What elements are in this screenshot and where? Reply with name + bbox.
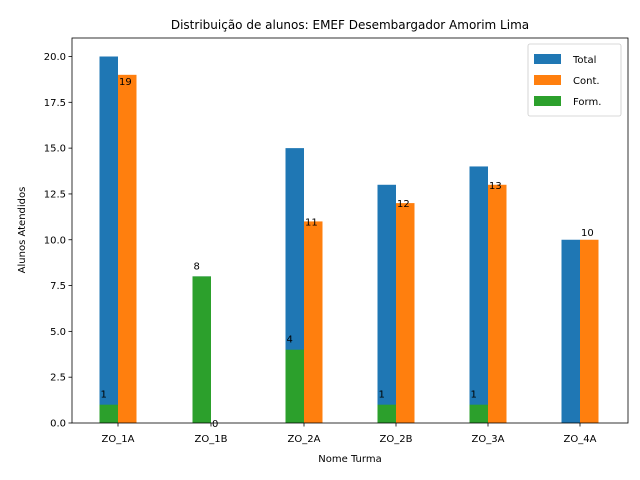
data-label-cont-ZO_4A: 10 <box>581 228 594 239</box>
plot-frame <box>71 37 629 424</box>
bar-total-ZO_3A <box>469 166 488 423</box>
y-tick-label: 2.5 <box>50 373 66 384</box>
bar-form-ZO_3A <box>469 404 488 423</box>
legend-label: Form. <box>573 97 601 108</box>
x-tick-label: ZO_1A <box>102 434 135 445</box>
x-tick-label: ZO_4A <box>564 434 597 445</box>
y-tick-label: 17.5 <box>44 98 66 109</box>
bar-total-ZO_1A <box>99 56 118 423</box>
y-axis: 0.0 2.5 5.0 7.5 10.0 12.5 15.0 17.5 20.0 <box>44 52 72 430</box>
legend: Total Cont. Form. <box>527 43 622 117</box>
bar-cont-ZO_1A <box>118 74 137 423</box>
y-tick-label: 7.5 <box>50 281 66 292</box>
x-tick-label: ZO_3A <box>472 434 505 445</box>
data-label-cont-ZO_3A: 13 <box>489 181 502 192</box>
y-tick-label: 0.0 <box>50 419 66 430</box>
y-tick-label: 15.0 <box>44 144 66 155</box>
bar-form-ZO_2A <box>285 349 304 423</box>
bar-cont-ZO_4A <box>580 239 599 423</box>
bar-form-ZO_2B <box>377 404 396 423</box>
legend-label: Total <box>572 55 596 66</box>
bar-total-ZO_2B <box>377 184 396 423</box>
chart-title: Distribuição de alunos: EMEF Desembargad… <box>171 18 529 32</box>
x-tick-label: ZO_2A <box>288 434 321 445</box>
legend-swatch <box>534 96 561 106</box>
data-label-form-ZO_2B: 1 <box>379 390 385 401</box>
x-tick-label: ZO_1B <box>195 434 228 445</box>
legend-swatch <box>534 54 561 64</box>
y-tick-label: 20.0 <box>44 52 66 63</box>
x-tick-label: ZO_2B <box>380 434 413 445</box>
data-label-form-ZO_1B: 8 <box>194 261 200 272</box>
bar-cont-ZO_3A <box>488 184 507 423</box>
data-label-cont-ZO_2B: 12 <box>397 199 410 210</box>
y-tick-label: 12.5 <box>44 189 66 200</box>
data-label-form-ZO_1A: 1 <box>101 390 107 401</box>
data-label-cont-ZO_1A: 19 <box>119 77 132 88</box>
bar-cont-ZO_2A <box>304 221 323 423</box>
data-label-form-ZO_3A: 1 <box>471 390 477 401</box>
legend-label: Cont. <box>573 76 600 87</box>
x-axis-label: Nome Turma <box>318 454 381 465</box>
legend-swatch <box>534 75 561 85</box>
data-label-cont-ZO_2A: 11 <box>305 217 318 228</box>
y-tick-label: 5.0 <box>50 327 66 338</box>
y-axis-label: Alunos Atendidos <box>17 187 28 274</box>
bar-form-ZO_1B <box>192 276 211 423</box>
y-tick-label: 10.0 <box>44 235 66 246</box>
bar-form-ZO_1A <box>99 404 118 423</box>
x-axis: ZO_1A ZO_1B ZO_2A ZO_2B ZO_3A ZO_4A <box>102 423 597 445</box>
bar-total-ZO_4A <box>561 239 580 423</box>
bars-layer <box>99 56 599 423</box>
data-label-cont-ZO_1B: 0 <box>212 419 218 430</box>
data-label-form-ZO_2A: 4 <box>287 335 293 346</box>
bar-cont-ZO_2B <box>396 203 415 423</box>
